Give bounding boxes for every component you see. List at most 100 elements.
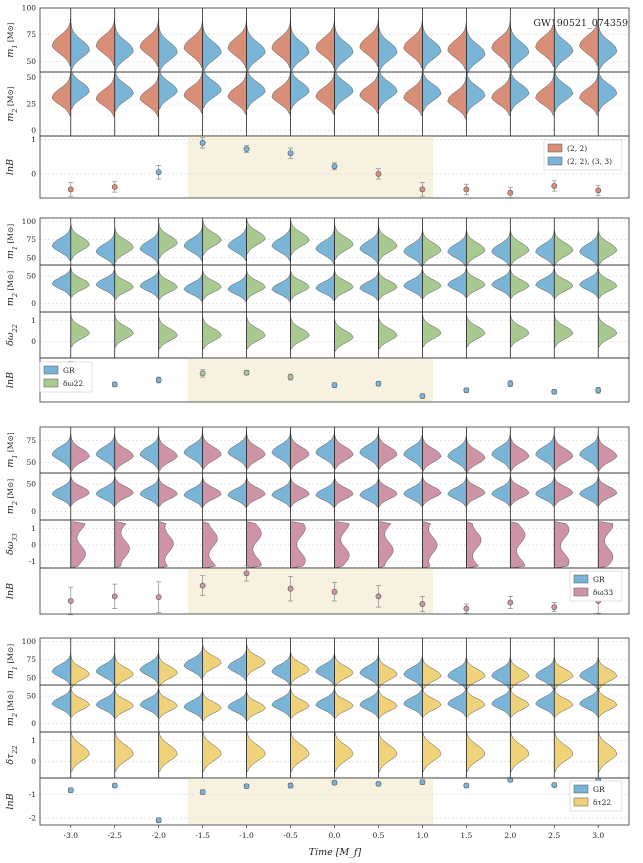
legend-label: δω33 <box>593 588 613 597</box>
violin <box>183 427 222 473</box>
legend-label: δτ22 <box>593 798 611 807</box>
lnB-point <box>331 162 338 171</box>
violin <box>491 68 530 136</box>
violin-right-half <box>158 688 178 719</box>
violin-left-half <box>271 478 291 508</box>
violin-left-half <box>139 268 159 299</box>
violin <box>227 265 266 312</box>
violin <box>579 8 618 72</box>
violin <box>70 520 86 569</box>
violin-right-half <box>246 24 266 73</box>
violin-left-half <box>315 687 335 718</box>
violin-right-half <box>246 66 266 110</box>
violin <box>315 685 354 732</box>
violin-right-half <box>114 521 130 569</box>
lnB-point <box>551 180 558 192</box>
violin-left-half <box>447 231 467 267</box>
violin <box>491 8 530 73</box>
x-tick-label: -0.5 <box>283 831 298 840</box>
lnB-point <box>287 147 294 159</box>
violin-right-half <box>70 224 90 260</box>
violin-right-half <box>466 70 486 114</box>
violin-right-half <box>246 644 266 677</box>
violin-left-half <box>95 652 115 686</box>
violin <box>579 218 618 267</box>
data-point <box>551 782 558 788</box>
panel-frame <box>39 135 630 199</box>
violin <box>597 729 618 778</box>
lnB-point <box>155 376 162 384</box>
violin-left-half <box>403 433 423 470</box>
violin-left-half <box>579 433 599 470</box>
violin-right-half <box>202 644 222 677</box>
violin-right-half <box>554 435 574 472</box>
violin-right-half <box>70 521 86 569</box>
data-point <box>199 582 206 589</box>
data-point <box>287 782 294 789</box>
legend-swatch <box>43 378 59 388</box>
data-point <box>243 146 250 152</box>
violin-right-half <box>510 229 530 266</box>
violin-left-half <box>139 476 159 507</box>
violin-right-half <box>334 66 354 110</box>
violin-right-half <box>378 521 394 569</box>
violin-left-half <box>359 271 379 301</box>
legend-label: (2, 2) <box>567 144 587 153</box>
violin-right-half <box>422 521 438 569</box>
violin <box>114 312 134 358</box>
violin <box>491 265 530 312</box>
violin <box>579 638 618 690</box>
violin <box>246 312 266 358</box>
violin-right-half <box>114 729 134 772</box>
violin-right-half <box>70 435 90 472</box>
violin <box>447 8 486 75</box>
violin <box>51 66 90 136</box>
y-tick-label: 0 <box>31 299 36 308</box>
violin <box>139 427 178 473</box>
violin <box>95 473 134 520</box>
violin-right-half <box>70 475 90 506</box>
violin <box>491 473 530 520</box>
violin <box>95 427 134 473</box>
lnB-point <box>419 182 426 197</box>
violin-right-half <box>510 687 530 718</box>
violin-right-half <box>378 729 398 772</box>
violin <box>95 685 134 732</box>
lnB-point <box>419 596 426 613</box>
violin <box>271 427 310 473</box>
violin-right-half <box>70 66 90 110</box>
y-tick-label: 1 <box>31 135 36 144</box>
lnB-point <box>243 783 250 790</box>
x-axis-label: Time [M_f] <box>309 847 362 858</box>
violin <box>70 729 90 778</box>
violin <box>183 638 222 685</box>
violin <box>597 312 618 358</box>
violin-right-half <box>334 729 354 772</box>
violin-right-half <box>422 314 442 348</box>
violin <box>315 638 354 687</box>
data-point <box>551 388 558 395</box>
y-axis-label-4-1: m1 [M⊙] <box>5 644 19 679</box>
violin-row-1-2: 0 25 50 m2 [M⊙] <box>5 65 630 137</box>
violin-right-half <box>510 657 530 690</box>
violin-left-half <box>315 71 335 115</box>
legend-label: δω22 <box>63 379 83 388</box>
y-axis-label-3-1: m1 [M⊙] <box>5 432 19 467</box>
violin-left-half <box>95 267 115 298</box>
violin-left-half <box>95 433 115 470</box>
violin-left-half <box>491 20 511 68</box>
violin <box>139 265 178 312</box>
violin-left-half <box>227 272 247 302</box>
violin <box>334 312 354 358</box>
violin-left-half <box>535 476 555 507</box>
violin-right-half <box>290 433 310 470</box>
violin-right-half <box>422 435 442 472</box>
violin-right-half <box>510 729 530 772</box>
data-point <box>331 588 338 595</box>
violin <box>403 473 442 520</box>
violin-left-half <box>535 19 555 67</box>
violin-right-half <box>554 521 570 569</box>
data-point <box>551 183 558 189</box>
violin-left-half <box>491 686 511 717</box>
